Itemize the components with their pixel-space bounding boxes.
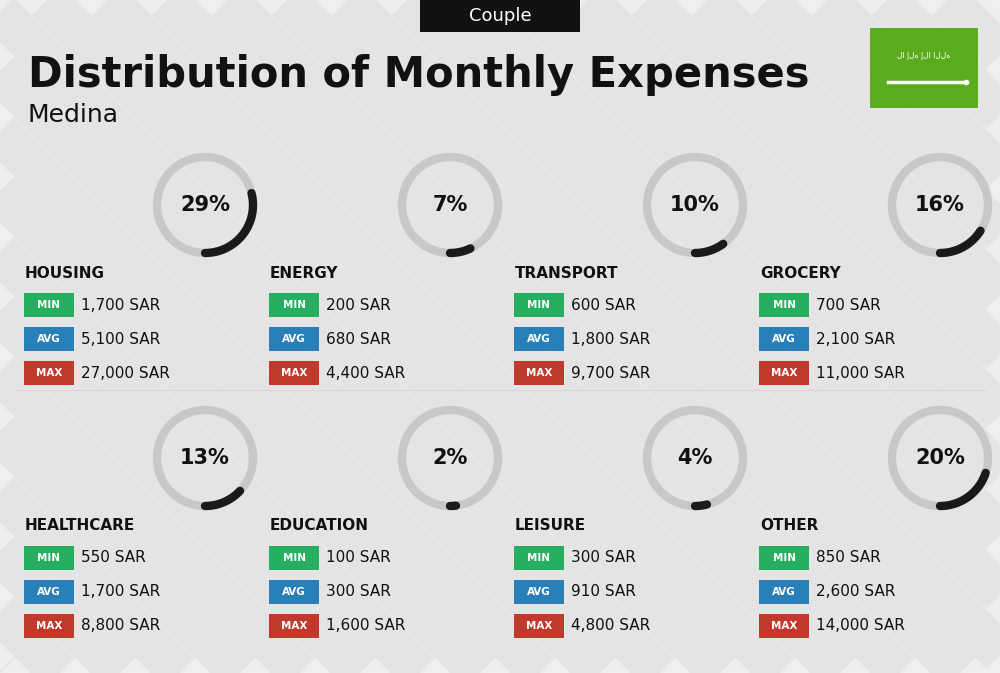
Text: MIN: MIN xyxy=(772,553,796,563)
FancyBboxPatch shape xyxy=(24,546,74,570)
Text: 550 SAR: 550 SAR xyxy=(81,551,146,565)
Text: 300 SAR: 300 SAR xyxy=(326,584,391,600)
Text: AVG: AVG xyxy=(772,334,796,344)
Text: EDUCATION: EDUCATION xyxy=(270,518,369,534)
Text: 16%: 16% xyxy=(915,195,965,215)
FancyBboxPatch shape xyxy=(759,580,809,604)
Text: لا إله إلا الله: لا إله إلا الله xyxy=(897,52,951,61)
Text: 100 SAR: 100 SAR xyxy=(326,551,391,565)
Text: MIN: MIN xyxy=(38,300,60,310)
Text: 5,100 SAR: 5,100 SAR xyxy=(81,332,160,347)
Text: 2,600 SAR: 2,600 SAR xyxy=(816,584,895,600)
Text: 700 SAR: 700 SAR xyxy=(816,297,881,312)
Text: 13%: 13% xyxy=(180,448,230,468)
Text: 8,800 SAR: 8,800 SAR xyxy=(81,618,160,633)
Text: 14,000 SAR: 14,000 SAR xyxy=(816,618,905,633)
Text: 300 SAR: 300 SAR xyxy=(571,551,636,565)
Text: AVG: AVG xyxy=(37,334,61,344)
Text: 11,000 SAR: 11,000 SAR xyxy=(816,365,905,380)
Text: 1,700 SAR: 1,700 SAR xyxy=(81,297,160,312)
Text: 910 SAR: 910 SAR xyxy=(571,584,636,600)
Text: 680 SAR: 680 SAR xyxy=(326,332,391,347)
FancyBboxPatch shape xyxy=(514,580,564,604)
FancyBboxPatch shape xyxy=(514,614,564,638)
Text: 2%: 2% xyxy=(432,448,468,468)
FancyBboxPatch shape xyxy=(269,293,319,317)
FancyBboxPatch shape xyxy=(759,361,809,385)
Text: LEISURE: LEISURE xyxy=(515,518,586,534)
Text: MIN: MIN xyxy=(772,300,796,310)
FancyBboxPatch shape xyxy=(24,361,74,385)
FancyBboxPatch shape xyxy=(759,293,809,317)
Text: AVG: AVG xyxy=(772,587,796,597)
Text: 27,000 SAR: 27,000 SAR xyxy=(81,365,170,380)
Text: MAX: MAX xyxy=(771,368,797,378)
Text: MAX: MAX xyxy=(281,368,307,378)
Text: MAX: MAX xyxy=(526,368,552,378)
Text: AVG: AVG xyxy=(527,587,551,597)
Text: 850 SAR: 850 SAR xyxy=(816,551,881,565)
Text: OTHER: OTHER xyxy=(760,518,818,534)
Text: 200 SAR: 200 SAR xyxy=(326,297,391,312)
Text: MIN: MIN xyxy=(283,300,306,310)
Text: MAX: MAX xyxy=(771,621,797,631)
Text: 20%: 20% xyxy=(915,448,965,468)
Text: MIN: MIN xyxy=(38,553,60,563)
FancyBboxPatch shape xyxy=(759,327,809,351)
Text: 2,100 SAR: 2,100 SAR xyxy=(816,332,895,347)
Text: MAX: MAX xyxy=(36,621,62,631)
Text: MAX: MAX xyxy=(281,621,307,631)
FancyBboxPatch shape xyxy=(269,580,319,604)
FancyBboxPatch shape xyxy=(269,546,319,570)
FancyBboxPatch shape xyxy=(514,361,564,385)
FancyBboxPatch shape xyxy=(870,28,978,108)
Text: 9,700 SAR: 9,700 SAR xyxy=(571,365,650,380)
Text: AVG: AVG xyxy=(282,334,306,344)
Text: HOUSING: HOUSING xyxy=(25,266,105,281)
Text: MAX: MAX xyxy=(526,621,552,631)
Text: Distribution of Monthly Expenses: Distribution of Monthly Expenses xyxy=(28,54,810,96)
Text: Couple: Couple xyxy=(469,7,531,25)
Text: MAX: MAX xyxy=(36,368,62,378)
Text: GROCERY: GROCERY xyxy=(760,266,841,281)
Text: 1,800 SAR: 1,800 SAR xyxy=(571,332,650,347)
FancyBboxPatch shape xyxy=(759,614,809,638)
Text: 29%: 29% xyxy=(180,195,230,215)
FancyBboxPatch shape xyxy=(514,546,564,570)
Text: AVG: AVG xyxy=(282,587,306,597)
FancyBboxPatch shape xyxy=(420,0,580,32)
Text: 10%: 10% xyxy=(670,195,720,215)
FancyBboxPatch shape xyxy=(269,361,319,385)
Text: Medina: Medina xyxy=(28,103,119,127)
Text: 1,700 SAR: 1,700 SAR xyxy=(81,584,160,600)
Text: HEALTHCARE: HEALTHCARE xyxy=(25,518,135,534)
Text: MIN: MIN xyxy=(528,300,550,310)
FancyBboxPatch shape xyxy=(24,614,74,638)
Text: MIN: MIN xyxy=(283,553,306,563)
FancyBboxPatch shape xyxy=(759,546,809,570)
Text: 600 SAR: 600 SAR xyxy=(571,297,636,312)
Text: AVG: AVG xyxy=(527,334,551,344)
Text: 4,400 SAR: 4,400 SAR xyxy=(326,365,405,380)
FancyBboxPatch shape xyxy=(24,580,74,604)
FancyBboxPatch shape xyxy=(269,327,319,351)
Text: ENERGY: ENERGY xyxy=(270,266,338,281)
Text: 4%: 4% xyxy=(677,448,713,468)
FancyBboxPatch shape xyxy=(514,327,564,351)
Text: 1,600 SAR: 1,600 SAR xyxy=(326,618,405,633)
FancyBboxPatch shape xyxy=(514,293,564,317)
FancyBboxPatch shape xyxy=(24,293,74,317)
Text: MIN: MIN xyxy=(528,553,550,563)
FancyBboxPatch shape xyxy=(24,327,74,351)
Text: AVG: AVG xyxy=(37,587,61,597)
Text: 4,800 SAR: 4,800 SAR xyxy=(571,618,650,633)
Text: 7%: 7% xyxy=(432,195,468,215)
Text: TRANSPORT: TRANSPORT xyxy=(515,266,618,281)
FancyBboxPatch shape xyxy=(269,614,319,638)
